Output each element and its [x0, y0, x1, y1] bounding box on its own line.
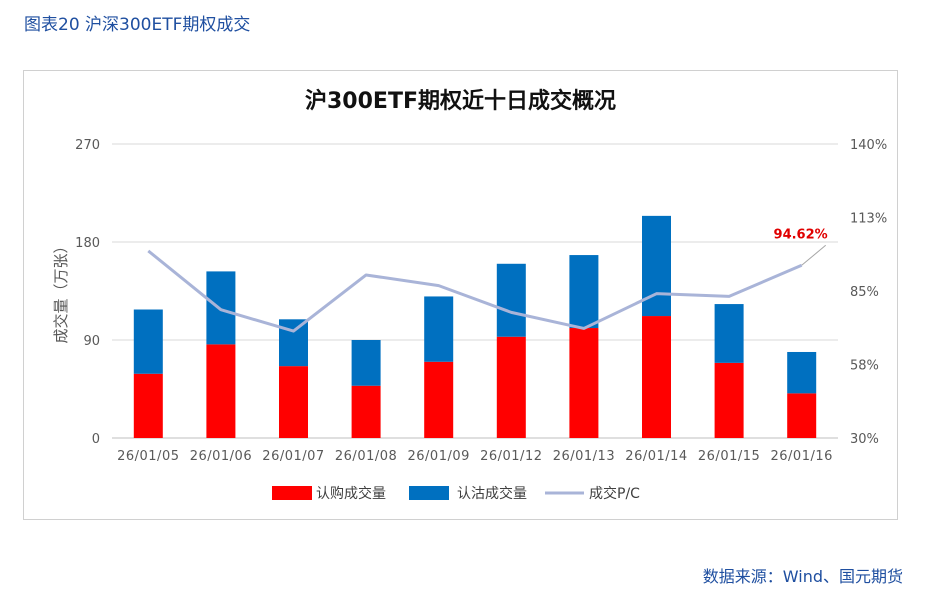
bar-put — [569, 255, 599, 329]
figure-caption: 图表20 沪深300ETF期权成交 — [24, 15, 251, 35]
chart-title: 沪300ETF期权近十日成交概况 — [305, 89, 616, 114]
x-tick-label: 26/01/05 — [117, 449, 179, 464]
y-axis-label: 成交量（万张） — [52, 238, 70, 343]
pc-line — [147, 249, 803, 333]
bar-call — [424, 361, 454, 438]
bar-call — [569, 328, 599, 438]
y-tick-label: 90 — [83, 334, 100, 349]
x-tick-label: 26/01/09 — [408, 449, 470, 464]
bar-put — [714, 304, 744, 363]
bar-put — [642, 215, 671, 317]
bar-call — [206, 344, 236, 438]
bar-put — [787, 351, 817, 394]
x-tick-label: 26/01/15 — [698, 449, 760, 464]
y-tick-label: 270 — [75, 138, 100, 153]
bar-call — [714, 362, 744, 438]
y2-tick-label: 30% — [850, 432, 879, 447]
bar-call — [279, 366, 308, 438]
x-tick-label: 26/01/08 — [335, 449, 397, 464]
legend-label-put: 认沽成交量 — [457, 485, 527, 502]
y2-tick-label: 85% — [850, 285, 879, 300]
bar-put — [351, 340, 381, 386]
source-note: 数据来源：Wind、国元期货 — [702, 567, 903, 586]
legend-swatch-put — [409, 486, 449, 500]
bar-call — [133, 373, 163, 438]
x-tick-label: 26/01/14 — [625, 449, 687, 464]
bar-call — [642, 316, 671, 438]
x-tick-label: 26/01/13 — [553, 449, 615, 464]
y-tick-label: 0 — [92, 432, 100, 447]
legend-label-call: 认购成交量 — [316, 485, 386, 502]
legend-label-pc: 成交P/C — [589, 485, 640, 502]
y-tick-label: 180 — [75, 236, 100, 251]
bar-call — [351, 385, 381, 438]
pc-data-label: 94.62% — [774, 227, 828, 242]
y2-tick-label: 113% — [850, 212, 887, 227]
bar-call — [496, 336, 526, 438]
bar-put — [424, 296, 454, 362]
x-tick-label: 26/01/16 — [771, 449, 833, 464]
annotation-leader — [801, 244, 827, 266]
y2-tick-label: 58% — [850, 359, 879, 374]
bar-put — [279, 319, 308, 367]
bar-put — [133, 309, 163, 374]
bar-put — [496, 263, 526, 337]
bar-call — [787, 393, 817, 438]
legend-swatch-call — [272, 486, 312, 500]
x-tick-label: 26/01/12 — [480, 449, 542, 464]
x-tick-label: 26/01/06 — [190, 449, 252, 464]
x-tick-label: 26/01/07 — [262, 449, 324, 464]
y2-tick-label: 140% — [850, 138, 887, 153]
